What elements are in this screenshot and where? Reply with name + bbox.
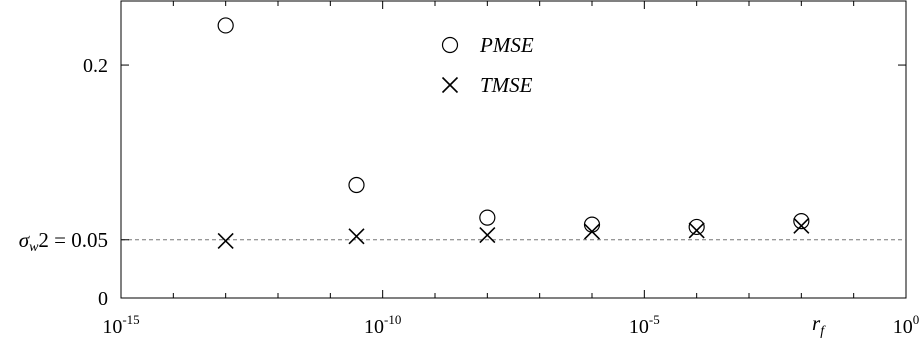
cross-stroke	[479, 227, 496, 244]
reference-line-group: σw2 = 0.05	[19, 228, 906, 255]
cross-stroke	[217, 232, 234, 249]
x-tick-label: 10-15	[102, 312, 139, 338]
legend-marker-pmse	[441, 36, 459, 54]
plot-frame	[120, 0, 907, 299]
series-pmse	[217, 17, 810, 236]
y-tick-label: 0	[98, 288, 108, 310]
data-points	[217, 17, 810, 249]
point-tmse	[217, 232, 234, 249]
cross-stroke	[348, 228, 365, 245]
x-axis-label-main: r	[812, 311, 821, 335]
cross-stroke	[688, 222, 705, 239]
reference-label: σw2 = 0.05	[19, 228, 108, 255]
x-tick-label: 100	[893, 312, 920, 338]
legend-marker-tmse	[441, 76, 459, 94]
x-axis-label-sub: f	[820, 324, 826, 339]
cross-stroke	[583, 223, 601, 240]
point-tmse	[688, 222, 705, 239]
point-tmse	[793, 217, 810, 234]
axis-tick-labels: 10-15 10-10 10-5 100 0 0.2	[83, 55, 919, 338]
legend-label-pmse: PMSE	[479, 33, 534, 57]
point-pmse	[583, 216, 601, 233]
point-tmse	[583, 223, 601, 240]
point-tmse	[348, 228, 365, 245]
y-tick-label: 0.2	[83, 55, 108, 77]
cross-stroke	[793, 217, 810, 234]
point-pmse	[479, 209, 496, 226]
point-pmse	[348, 176, 365, 194]
x-tick-label: 10-10	[364, 312, 401, 338]
axis-ticks	[120, 1, 907, 299]
legend: PMSE TMSE	[441, 33, 534, 97]
x-axis-label: rf	[812, 311, 826, 339]
point-pmse	[688, 218, 705, 236]
legend-label-tmse: TMSE	[480, 73, 533, 97]
point-tmse	[479, 227, 496, 244]
cross-stroke	[441, 76, 459, 94]
series-tmse	[217, 217, 810, 249]
point-pmse	[217, 17, 234, 34]
point-pmse	[793, 213, 810, 230]
x-tick-label: 10-5	[629, 312, 660, 338]
